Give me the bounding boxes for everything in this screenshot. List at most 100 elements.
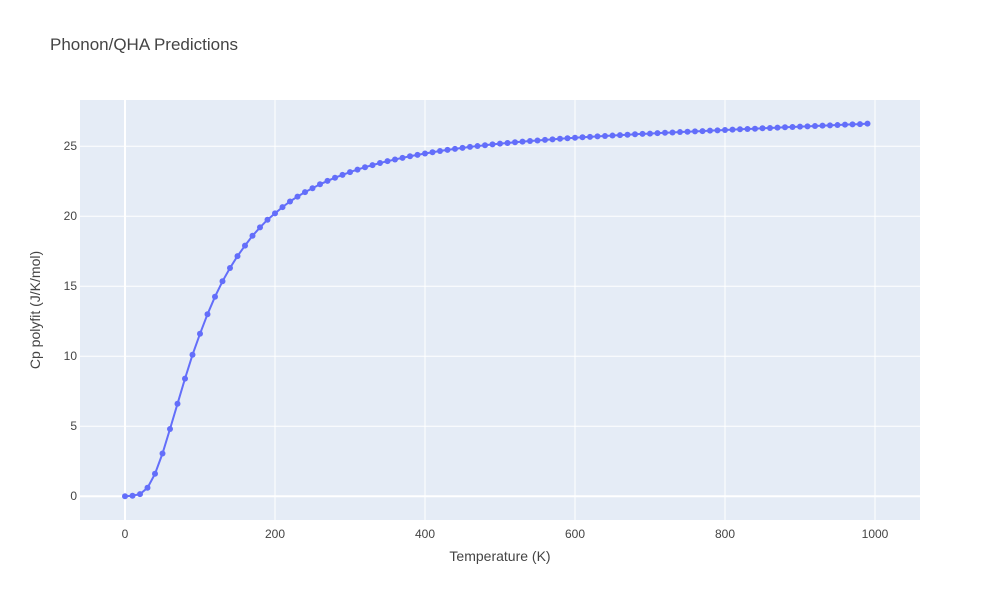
data-point[interactable]: [309, 185, 316, 192]
data-point[interactable]: [249, 232, 256, 239]
data-point[interactable]: [654, 130, 661, 137]
data-point[interactable]: [767, 125, 773, 131]
data-point[interactable]: [797, 123, 803, 130]
data-point[interactable]: [774, 124, 781, 131]
data-point[interactable]: [677, 129, 683, 136]
data-point[interactable]: [804, 123, 811, 130]
data-point[interactable]: [407, 153, 413, 160]
data-point[interactable]: [564, 135, 571, 142]
data-point[interactable]: [504, 139, 511, 146]
data-point[interactable]: [452, 145, 458, 152]
data-point[interactable]: [144, 484, 151, 491]
data-point[interactable]: [632, 131, 638, 138]
data-point[interactable]: [279, 204, 286, 211]
data-point[interactable]: [602, 132, 608, 139]
data-point[interactable]: [714, 127, 721, 134]
data-point[interactable]: [834, 122, 841, 129]
data-point[interactable]: [512, 139, 518, 146]
data-point[interactable]: [684, 128, 691, 135]
data-point[interactable]: [422, 150, 428, 157]
data-point[interactable]: [317, 181, 323, 188]
data-point[interactable]: [152, 470, 158, 477]
data-point[interactable]: [534, 137, 541, 144]
data-point[interactable]: [332, 174, 338, 181]
data-point[interactable]: [369, 162, 376, 169]
data-point[interactable]: [182, 375, 188, 382]
data-point[interactable]: [444, 146, 451, 153]
data-point[interactable]: [167, 426, 173, 432]
data-point[interactable]: [324, 177, 331, 184]
data-point[interactable]: [579, 134, 586, 141]
data-point[interactable]: [729, 126, 736, 133]
data-point[interactable]: [429, 149, 436, 156]
data-point[interactable]: [354, 166, 361, 173]
data-point[interactable]: [549, 136, 556, 143]
data-point[interactable]: [399, 154, 406, 161]
data-point[interactable]: [264, 216, 271, 223]
data-point[interactable]: [212, 293, 218, 300]
data-point[interactable]: [662, 129, 668, 136]
data-point[interactable]: [557, 135, 563, 142]
data-point[interactable]: [624, 131, 631, 138]
data-point[interactable]: [827, 122, 833, 129]
data-point[interactable]: [294, 193, 301, 200]
data-point[interactable]: [467, 143, 473, 150]
data-point[interactable]: [474, 143, 481, 150]
data-point[interactable]: [159, 450, 166, 457]
data-point[interactable]: [459, 144, 466, 151]
data-point[interactable]: [197, 330, 203, 337]
data-point[interactable]: [347, 169, 353, 176]
data-point[interactable]: [272, 210, 278, 217]
data-point[interactable]: [842, 121, 848, 128]
data-point[interactable]: [812, 123, 818, 130]
data-point[interactable]: [609, 132, 616, 139]
data-point[interactable]: [789, 124, 796, 131]
data-point[interactable]: [384, 158, 391, 165]
data-point[interactable]: [572, 134, 578, 141]
data-point[interactable]: [204, 311, 211, 318]
data-point[interactable]: [587, 133, 593, 140]
data-point[interactable]: [692, 128, 698, 135]
data-point[interactable]: [129, 492, 136, 499]
data-point[interactable]: [257, 224, 263, 231]
data-point[interactable]: [497, 140, 503, 147]
data-point[interactable]: [699, 128, 706, 135]
data-point[interactable]: [639, 130, 646, 137]
data-point[interactable]: [737, 126, 743, 133]
data-point[interactable]: [339, 171, 346, 178]
data-point[interactable]: [482, 142, 488, 149]
data-point[interactable]: [189, 351, 196, 358]
data-point[interactable]: [722, 126, 728, 133]
data-point[interactable]: [707, 127, 713, 134]
data-point[interactable]: [527, 138, 533, 145]
data-point[interactable]: [669, 129, 676, 136]
data-point[interactable]: [647, 130, 653, 137]
data-point[interactable]: [414, 151, 421, 158]
data-point[interactable]: [137, 491, 143, 498]
data-point[interactable]: [759, 125, 766, 132]
data-point[interactable]: [542, 136, 548, 143]
data-point[interactable]: [617, 132, 623, 139]
data-point[interactable]: [362, 164, 368, 171]
data-point[interactable]: [302, 189, 308, 196]
data-point[interactable]: [174, 400, 181, 407]
data-point[interactable]: [857, 121, 863, 128]
data-point[interactable]: [782, 124, 788, 131]
data-point[interactable]: [819, 122, 826, 129]
data-point[interactable]: [864, 120, 871, 127]
data-point[interactable]: [594, 133, 601, 140]
data-point[interactable]: [437, 147, 443, 154]
data-point[interactable]: [519, 138, 526, 145]
data-point[interactable]: [849, 121, 856, 128]
data-point[interactable]: [122, 493, 128, 500]
data-point[interactable]: [377, 160, 383, 166]
data-point[interactable]: [489, 141, 496, 148]
data-point[interactable]: [287, 198, 293, 205]
data-point[interactable]: [744, 125, 751, 132]
data-point[interactable]: [392, 156, 398, 163]
data-point[interactable]: [234, 253, 241, 260]
data-point[interactable]: [752, 125, 758, 132]
data-point[interactable]: [227, 265, 233, 271]
data-point[interactable]: [219, 278, 226, 285]
data-point[interactable]: [242, 242, 248, 249]
